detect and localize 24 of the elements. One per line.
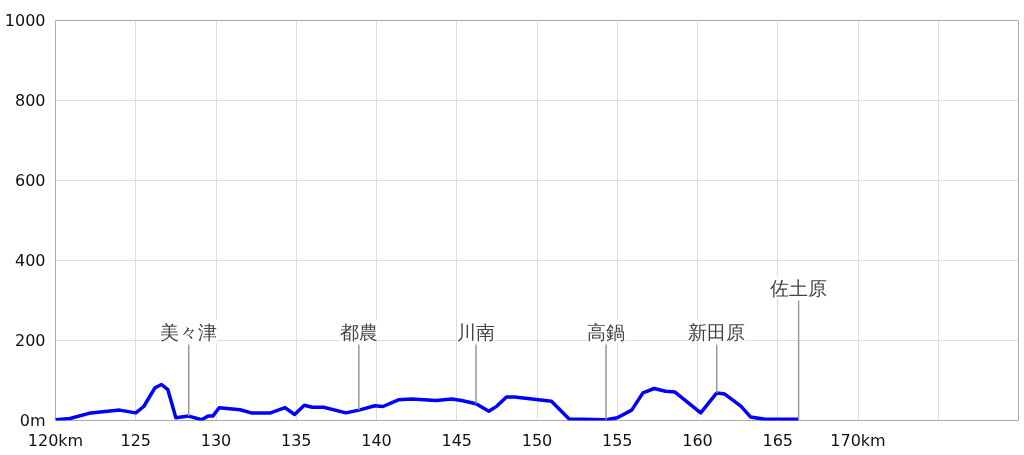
- y-tick-label: 600: [14, 171, 46, 190]
- annotation: 高鍋: [587, 320, 626, 343]
- line-series: [55, 382, 801, 421]
- x-tick-label: 135: [280, 430, 312, 450]
- x-tick-label: 150: [521, 430, 553, 450]
- y-tick-label: 400: [14, 251, 46, 270]
- x-tick-label: 145: [441, 430, 473, 450]
- y-tick-label: 800: [14, 91, 46, 110]
- y-tick-label: 1000: [4, 11, 46, 30]
- annotation: 都農: [339, 320, 378, 343]
- x-tick-label: 170km: [830, 430, 886, 450]
- annotation: 美々津: [160, 320, 218, 343]
- annotation: 川南: [457, 320, 496, 343]
- y-tick-label: 0m: [19, 411, 46, 430]
- x-tick-label: 140: [361, 430, 392, 450]
- annotation: 佐土原: [770, 276, 828, 299]
- x-tick-label: 160: [682, 430, 713, 450]
- x-tick-label: 165: [762, 430, 794, 450]
- x-tick-label: 120km: [27, 430, 84, 450]
- x-tick-label: 125: [120, 430, 152, 450]
- x-tick-label: 130: [200, 430, 232, 450]
- y-tick-label: 200: [14, 331, 46, 350]
- x-tick-label: 155: [601, 430, 633, 450]
- annotation: 新田原: [688, 320, 746, 343]
